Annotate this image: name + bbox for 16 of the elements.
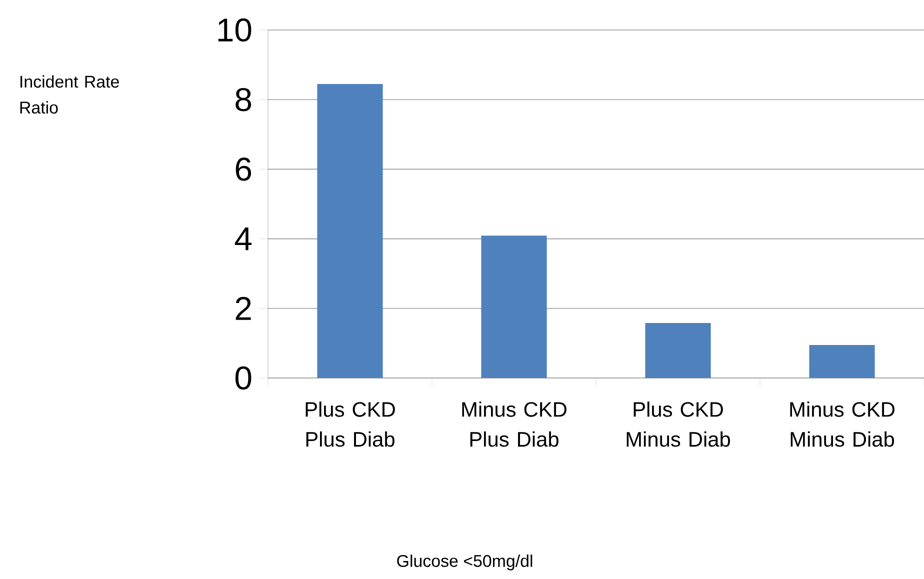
x-tick-label: Minus CKD Minus Diab (790, 402, 894, 447)
bar (317, 84, 383, 378)
x-tick-label: Plus CKD Plus Diab (306, 402, 395, 447)
y-tick-label: 8 (236, 88, 252, 112)
x-tick-label: Plus CKD Minus Diab (626, 402, 730, 447)
bar (645, 323, 711, 378)
y-tick-label: 4 (234, 227, 252, 250)
y-tick-label: 6 (236, 158, 252, 181)
y-tick-label: 10 (218, 18, 252, 42)
bar (481, 236, 547, 378)
y-tick-label: 2 (236, 296, 251, 320)
text: Incident Rate Ratio (20, 75, 119, 114)
x-tick-label: Minus CKD Plus Diab (462, 402, 566, 447)
y-tick-label: 0 (235, 366, 252, 390)
bar (809, 344, 875, 378)
text: Glucose <50mg/dl (397, 554, 532, 570)
